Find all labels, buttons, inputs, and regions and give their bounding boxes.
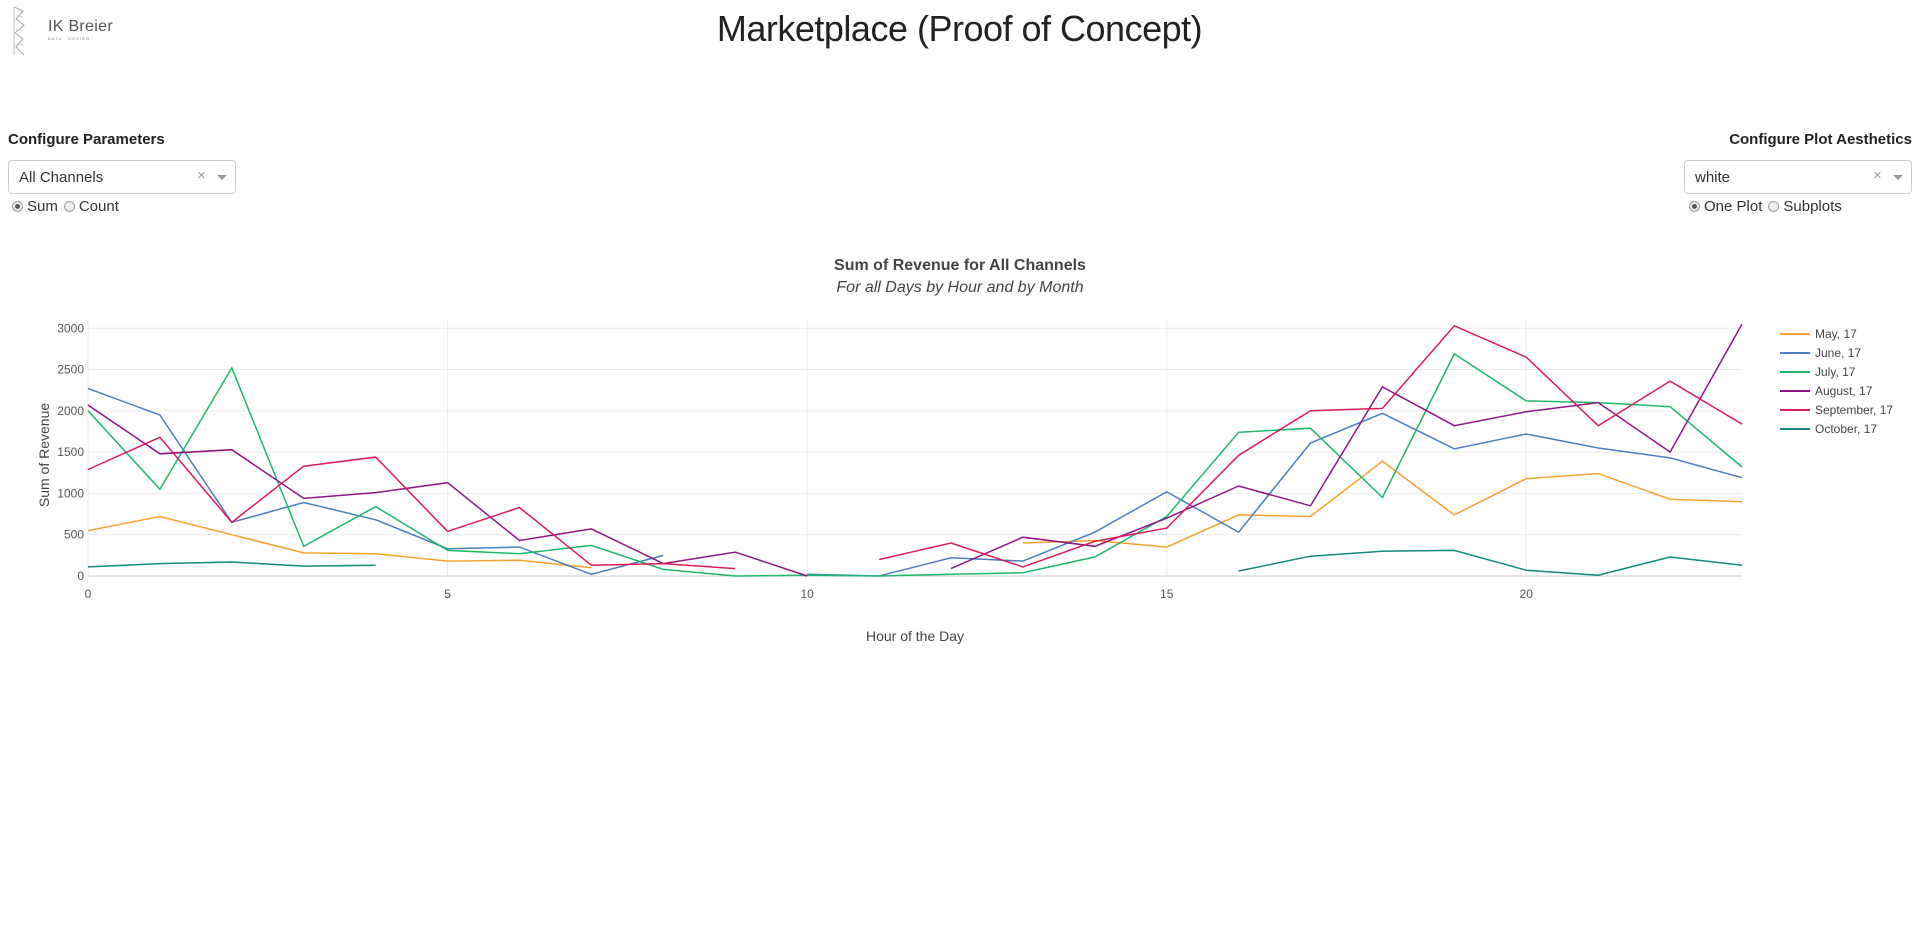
sum-radio[interactable] — [12, 201, 23, 212]
chart-legend[interactable]: May, 17 June, 17 July, 17 August, 17 Septemb… — [1780, 327, 1893, 436]
y-tick-label: 1000 — [57, 486, 84, 500]
channel-select[interactable]: All Channels × — [8, 160, 236, 194]
y-tick-label: 2000 — [57, 404, 84, 418]
x-axis-label: Hour of the Day — [866, 628, 964, 644]
y-tick-label: 0 — [77, 569, 84, 583]
revenue-line-chart: 0 500 1000 1500 2000 2500 3000 0 5 10 15 20 May, 17… — [36, 257, 1893, 644]
series-line-june-17 — [807, 412, 1743, 577]
x-tick-label: 15 — [1160, 587, 1174, 601]
sum-radio-label[interactable]: Sum — [27, 198, 58, 215]
one-plot-radio[interactable] — [1689, 201, 1700, 212]
chevron-down-icon[interactable] — [1893, 175, 1903, 180]
chevron-down-icon[interactable] — [217, 175, 227, 180]
logo-mark-icon — [13, 6, 25, 56]
x-tick-label: 20 — [1520, 587, 1534, 601]
y-tick-label: 500 — [64, 528, 84, 542]
legend-label[interactable]: September, 17 — [1815, 403, 1893, 417]
chart-title: Sum of Revenue for All Channels — [834, 257, 1086, 274]
legend-label[interactable]: June, 17 — [1815, 346, 1861, 360]
series-line-september-17 — [878, 324, 1743, 568]
y-tick-label: 3000 — [57, 321, 84, 335]
legend-label[interactable]: May, 17 — [1815, 327, 1857, 341]
series-line-august-17 — [87, 404, 808, 577]
subplots-radio-label[interactable]: Subplots — [1783, 198, 1842, 215]
x-tick-label: 0 — [85, 587, 92, 601]
y-tick-label: 1500 — [57, 445, 84, 459]
series-line-may-17 — [87, 515, 592, 569]
series-line-july-17 — [87, 352, 1743, 577]
one-plot-radio-label[interactable]: One Plot — [1704, 198, 1763, 215]
parameters-title: Configure Parameters — [8, 131, 165, 148]
legend-label[interactable]: July, 17 — [1815, 365, 1856, 379]
series-line-september-17 — [87, 436, 736, 570]
x-tick-label: 10 — [800, 587, 814, 601]
count-radio[interactable] — [63, 201, 75, 212]
y-axis-label: Sum of Revenue — [36, 403, 52, 507]
channel-select-value: All Channels — [19, 169, 104, 186]
page-title: Marketplace (Proof of Concept) — [716, 8, 1203, 49]
legend-label[interactable]: October, 17 — [1815, 422, 1877, 436]
y-tick-label: 2500 — [57, 363, 84, 377]
logo-text: IK Breier — [48, 18, 113, 35]
clear-icon[interactable]: × — [1873, 167, 1882, 184]
brand-logo — [12, 5, 102, 57]
theme-select-value: white — [1695, 169, 1731, 186]
series-line-june-17 — [87, 387, 664, 576]
legend-label[interactable]: August, 17 — [1815, 384, 1873, 398]
theme-select[interactable]: white × — [1684, 160, 1912, 194]
clear-icon[interactable]: × — [197, 167, 206, 184]
chart-subtitle: For all Days by Hour and by Month — [836, 279, 1083, 296]
count-radio-label[interactable]: Count — [78, 198, 119, 215]
chart-axes: 0 500 1000 1500 2000 2500 3000 0 5 10 15 20 — [57, 321, 1533, 601]
x-tick-label: 5 — [444, 587, 451, 601]
series-line-october-17 — [87, 561, 376, 568]
layout-radio-group: One Plot Subplots — [1689, 198, 1848, 215]
aesthetics-title: Configure Plot Aesthetics — [1729, 131, 1912, 148]
chart-series — [87, 323, 1743, 577]
series-line-october-17 — [1238, 549, 1743, 576]
aggregation-radio-group: Sum Count — [12, 198, 125, 215]
series-line-may-17 — [1022, 460, 1743, 548]
chart-grid — [87, 320, 1742, 577]
logo-subtext: DATA · DESIGN — [48, 36, 90, 41]
subplots-radio[interactable] — [1768, 201, 1780, 212]
series-line-august-17 — [950, 323, 1743, 570]
